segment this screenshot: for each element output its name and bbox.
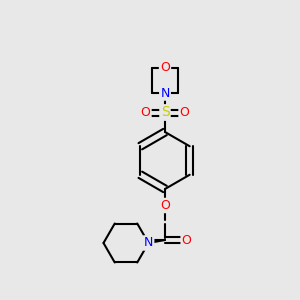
Text: N: N (160, 86, 170, 100)
Text: S: S (160, 106, 169, 119)
Text: O: O (182, 233, 191, 247)
Text: O: O (160, 199, 170, 212)
Text: O: O (160, 61, 170, 74)
Text: O: O (141, 106, 150, 119)
Text: N: N (144, 236, 153, 250)
Text: O: O (180, 106, 189, 119)
